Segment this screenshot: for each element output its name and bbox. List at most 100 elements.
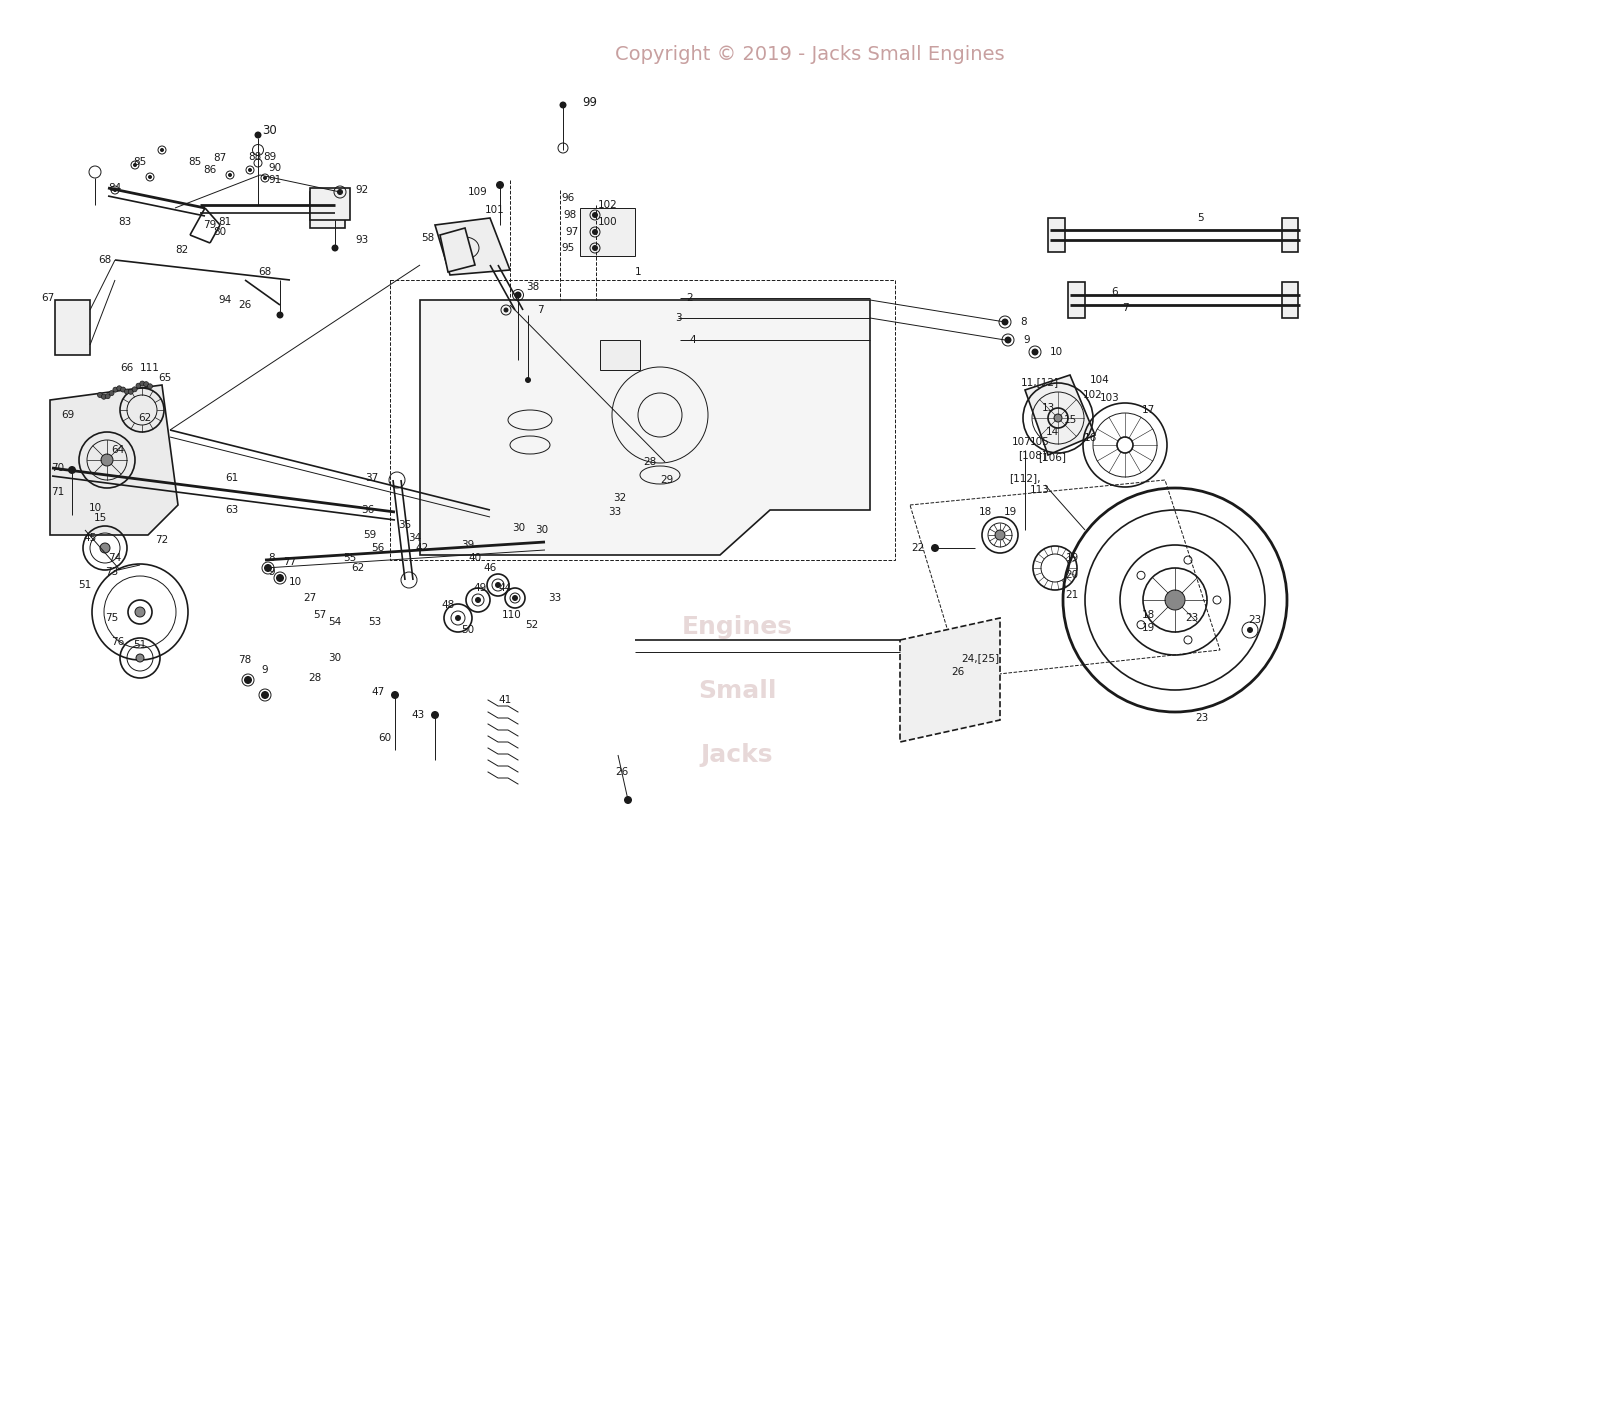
Text: 50: 50	[462, 625, 475, 635]
Circle shape	[504, 308, 509, 312]
Text: 26: 26	[238, 300, 251, 310]
Text: 51: 51	[78, 580, 92, 590]
Text: 99: 99	[583, 97, 598, 110]
Text: 55: 55	[343, 553, 356, 562]
Text: 98: 98	[564, 209, 577, 219]
Text: [106]: [106]	[1038, 451, 1066, 461]
Circle shape	[624, 796, 632, 805]
Text: 38: 38	[526, 282, 539, 292]
Text: 95: 95	[562, 244, 575, 253]
Text: 47: 47	[371, 686, 384, 696]
Polygon shape	[420, 300, 870, 555]
Text: 79: 79	[204, 219, 217, 231]
Circle shape	[1055, 414, 1063, 422]
Text: 45: 45	[83, 533, 97, 543]
Text: Small: Small	[698, 679, 776, 702]
Circle shape	[133, 387, 138, 392]
Text: 7: 7	[1121, 303, 1128, 313]
Text: 66: 66	[120, 363, 133, 373]
Text: 19: 19	[1142, 624, 1155, 634]
Text: 30: 30	[536, 525, 549, 535]
Text: 75: 75	[105, 612, 118, 624]
Text: 9: 9	[269, 567, 275, 577]
Circle shape	[525, 377, 531, 383]
Text: 94: 94	[219, 295, 232, 305]
Text: 18: 18	[978, 507, 991, 517]
Text: 1: 1	[635, 268, 642, 278]
Text: 93: 93	[355, 235, 369, 245]
Polygon shape	[1025, 375, 1095, 456]
Polygon shape	[1068, 282, 1085, 318]
Polygon shape	[901, 618, 1000, 742]
Text: 85: 85	[133, 157, 147, 167]
Circle shape	[390, 691, 399, 699]
Text: 15: 15	[94, 513, 107, 523]
Circle shape	[475, 597, 481, 602]
Text: 30: 30	[329, 654, 342, 664]
Text: 28: 28	[308, 674, 322, 684]
Polygon shape	[1048, 218, 1064, 252]
Circle shape	[337, 189, 342, 195]
Text: 23: 23	[1249, 615, 1262, 625]
Text: 13: 13	[1042, 403, 1055, 413]
Circle shape	[97, 393, 102, 397]
Text: 20: 20	[1066, 570, 1079, 580]
Text: 87: 87	[214, 152, 227, 162]
Circle shape	[515, 292, 522, 299]
Text: 6: 6	[1111, 288, 1118, 298]
Text: 80: 80	[214, 226, 227, 236]
Text: 77: 77	[284, 557, 296, 567]
Text: Copyright © 2019 - Jacks Small Engines: Copyright © 2019 - Jacks Small Engines	[616, 44, 1004, 64]
Circle shape	[931, 544, 940, 553]
Circle shape	[228, 172, 232, 177]
Text: 92: 92	[355, 185, 369, 195]
Text: 46: 46	[483, 562, 497, 572]
Text: 84: 84	[109, 184, 122, 194]
Text: 56: 56	[371, 543, 384, 553]
Text: 35: 35	[399, 520, 411, 530]
Text: 17: 17	[1142, 404, 1155, 414]
Circle shape	[262, 177, 267, 179]
Circle shape	[144, 382, 149, 387]
Text: 76: 76	[112, 637, 125, 646]
Text: 65: 65	[159, 373, 172, 383]
Polygon shape	[436, 218, 510, 275]
Text: 49: 49	[473, 582, 486, 592]
Text: 41: 41	[499, 695, 512, 705]
Circle shape	[264, 564, 272, 572]
Text: [112],: [112],	[1009, 473, 1040, 483]
Polygon shape	[1281, 218, 1298, 252]
Text: 100: 100	[598, 216, 617, 226]
Text: 26: 26	[951, 666, 964, 676]
Circle shape	[1001, 319, 1009, 326]
Circle shape	[109, 390, 113, 396]
Text: 68: 68	[99, 255, 112, 265]
Text: [108]: [108]	[1017, 450, 1047, 460]
Text: 51: 51	[133, 639, 147, 649]
Text: 42: 42	[415, 543, 429, 553]
Text: 26: 26	[616, 768, 629, 778]
Text: 109: 109	[468, 187, 488, 197]
Text: 28: 28	[643, 457, 656, 467]
Circle shape	[139, 382, 144, 386]
Circle shape	[559, 101, 567, 108]
Text: 29: 29	[661, 476, 674, 486]
Text: 113: 113	[1030, 486, 1050, 496]
Circle shape	[275, 574, 284, 582]
Circle shape	[512, 595, 518, 601]
Circle shape	[277, 312, 284, 319]
Text: 8: 8	[269, 553, 275, 562]
Text: 10: 10	[1050, 347, 1063, 357]
Circle shape	[68, 466, 76, 474]
Text: 86: 86	[204, 165, 217, 175]
Circle shape	[160, 148, 164, 152]
Text: Jacks: Jacks	[701, 743, 773, 766]
Text: 32: 32	[614, 493, 627, 503]
Text: 40: 40	[468, 553, 481, 562]
Circle shape	[496, 582, 501, 588]
Text: 82: 82	[175, 245, 188, 255]
Circle shape	[113, 188, 117, 192]
Text: 72: 72	[156, 535, 168, 545]
Text: 9: 9	[1022, 335, 1030, 345]
Circle shape	[102, 394, 107, 399]
